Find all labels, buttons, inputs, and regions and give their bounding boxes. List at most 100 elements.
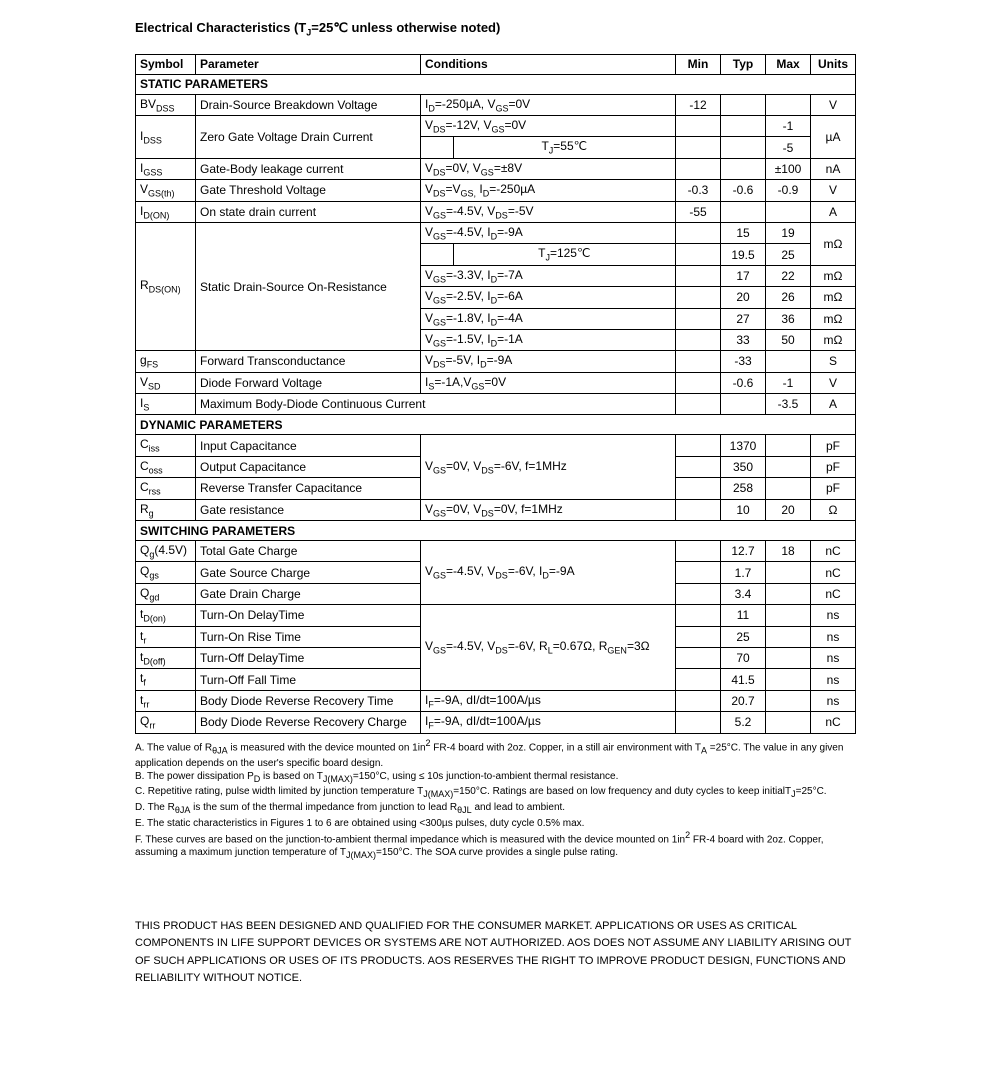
cell-symbol: BVDSS [136, 94, 196, 115]
cell-min [676, 435, 721, 456]
cell-min [676, 605, 721, 626]
cell-symbol: VGS(th) [136, 180, 196, 201]
cell-min [676, 712, 721, 733]
cell-param: Gate Threshold Voltage [196, 180, 421, 201]
cell-cond: VGS=-3.3V, ID=-7A [421, 265, 676, 286]
cell-cond2: TJ=125℃ [453, 244, 675, 265]
cell-typ: 41.5 [721, 669, 766, 690]
cell-cond: IS=-1A,VGS=0V [421, 372, 676, 393]
cell-param: Turn-Off DelayTime [196, 647, 421, 668]
cell-units: pF [811, 456, 856, 477]
cell-typ: -33 [721, 351, 766, 372]
cell-min [676, 372, 721, 393]
cell-max [766, 626, 811, 647]
cell-max [766, 690, 811, 711]
cell-min [676, 329, 721, 350]
cell-symbol: Qgs [136, 562, 196, 583]
cell-min [676, 647, 721, 668]
cell-units: A [811, 201, 856, 222]
note-a: A. The value of RθJA is measured with th… [135, 738, 856, 770]
cell-max: 25 [766, 244, 811, 265]
cell-param: Maximum Body-Diode Continuous Current [196, 394, 676, 415]
cell-typ [721, 158, 766, 179]
cell-min: -0.3 [676, 180, 721, 201]
cell-cond: VGS=-4.5V, ID=-9A [421, 222, 676, 243]
table-row: IGSS Gate-Body leakage current VDS=0V, V… [136, 158, 856, 179]
cell-max [766, 351, 811, 372]
cell-symbol: gFS [136, 351, 196, 372]
cell-param: Gate Source Charge [196, 562, 421, 583]
header-row: Symbol Parameter Conditions Min Typ Max … [136, 54, 856, 74]
cell-param: On state drain current [196, 201, 421, 222]
cell-max: 26 [766, 287, 811, 308]
cell-units: A [811, 394, 856, 415]
cell-typ: 10 [721, 499, 766, 520]
cell-symbol: Coss [136, 456, 196, 477]
table-row: Rg Gate resistance VGS=0V, VDS=0V, f=1MH… [136, 499, 856, 520]
cell-max [766, 605, 811, 626]
cell-symbol: IGSS [136, 158, 196, 179]
cell-max: 36 [766, 308, 811, 329]
cell-param: Gate Drain Charge [196, 583, 421, 604]
cell-param: Drain-Source Breakdown Voltage [196, 94, 421, 115]
section-static-label: STATIC PARAMETERS [136, 74, 856, 94]
cell-symbol: trr [136, 690, 196, 711]
header-conditions: Conditions [421, 54, 676, 74]
table-row: IS Maximum Body-Diode Continuous Current… [136, 394, 856, 415]
cell-units: nC [811, 562, 856, 583]
cell-units: mΩ [811, 222, 856, 265]
cell-min [676, 115, 721, 136]
cell-typ [721, 94, 766, 115]
cell-typ: 25 [721, 626, 766, 647]
table-row: tD(on) Turn-On DelayTime VGS=-4.5V, VDS=… [136, 605, 856, 626]
cell-min [676, 499, 721, 520]
cell-min [676, 456, 721, 477]
cell-cond: IF=-9A, dI/dt=100A/µs [421, 712, 676, 733]
cell-typ: 3.4 [721, 583, 766, 604]
header-typ: Typ [721, 54, 766, 74]
cell-symbol: RDS(ON) [136, 222, 196, 350]
cell-min: -55 [676, 201, 721, 222]
cell-cond: VDS=-12V, VGS=0V [421, 115, 676, 136]
cell-cond: VDS=0V, VGS=±8V [421, 158, 676, 179]
header-min: Min [676, 54, 721, 74]
cell-max [766, 478, 811, 499]
cell-param: Turn-On Rise Time [196, 626, 421, 647]
cell-units: ns [811, 605, 856, 626]
cell-min [676, 478, 721, 499]
cell-units: nC [811, 712, 856, 733]
cell-typ [721, 201, 766, 222]
cell-typ: 1.7 [721, 562, 766, 583]
cell-units: ns [811, 647, 856, 668]
cell-units: ns [811, 626, 856, 647]
cell-param: Reverse Transfer Capacitance [196, 478, 421, 499]
cell-symbol: Qgd [136, 583, 196, 604]
cell-param: Turn-On DelayTime [196, 605, 421, 626]
cell-max [766, 669, 811, 690]
cell-symbol: tD(on) [136, 605, 196, 626]
cell-param: Static Drain-Source On-Resistance [196, 222, 421, 350]
cell-max [766, 562, 811, 583]
section-switching: SWITCHING PARAMETERS [136, 521, 856, 541]
cell-typ: 258 [721, 478, 766, 499]
section-dynamic: DYNAMIC PARAMETERS [136, 415, 856, 435]
cell-min [676, 308, 721, 329]
cell-symbol: Rg [136, 499, 196, 520]
cell-units: pF [811, 435, 856, 456]
cell-cond: VGS=-1.8V, ID=-4A [421, 308, 676, 329]
table-row: Qrr Body Diode Reverse Recovery Charge I… [136, 712, 856, 733]
cell-symbol: VSD [136, 372, 196, 393]
cell-max: 19 [766, 222, 811, 243]
header-max: Max [766, 54, 811, 74]
cell-min [676, 562, 721, 583]
cell-max [766, 647, 811, 668]
cell-typ: 33 [721, 329, 766, 350]
cell-typ: 15 [721, 222, 766, 243]
cell-symbol: IDSS [136, 115, 196, 158]
note-d: D. The RθJA is the sum of the thermal im… [135, 801, 856, 817]
cell-symbol: Qg(4.5V) [136, 541, 196, 562]
cell-min [676, 244, 721, 265]
cell-typ: 350 [721, 456, 766, 477]
cell-units: V [811, 180, 856, 201]
table-row: IDSS Zero Gate Voltage Drain Current VDS… [136, 115, 856, 136]
